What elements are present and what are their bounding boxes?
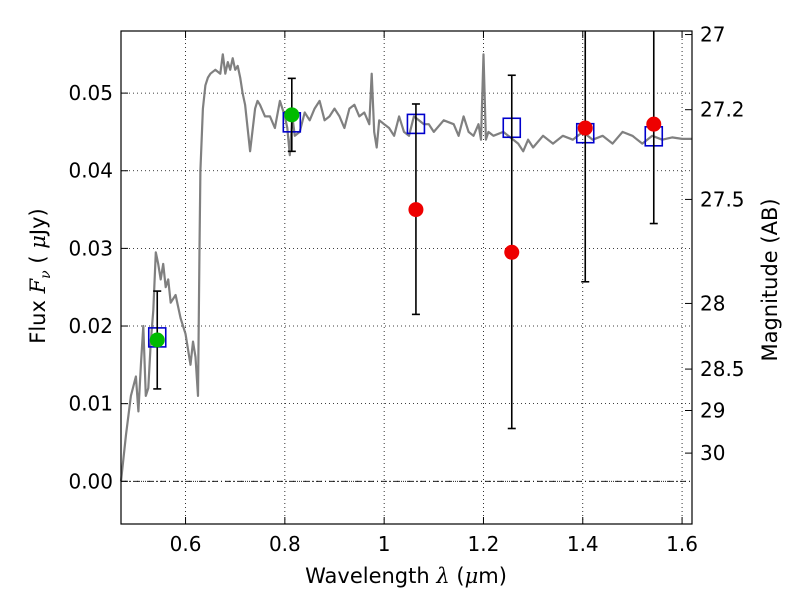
- y-tick-label: 0.04: [68, 159, 113, 183]
- spectrum-line: [119, 53, 692, 482]
- x-tick-label: 1.2: [468, 532, 500, 556]
- mag-tick-label: 27: [700, 23, 725, 47]
- observed-point: [646, 116, 662, 132]
- mag-tick-label: 27.2: [700, 98, 745, 122]
- y-tick-label: 0.01: [68, 392, 113, 416]
- y-tick-label: 0.05: [68, 81, 113, 105]
- axis-ticks: 0.6 0.8 1 1.2 1.4 1.6 0.00 0.01 0.02 0.03 0.04 0.05…: [68, 23, 744, 556]
- observed-point: [504, 244, 520, 260]
- observed-point: [577, 120, 593, 136]
- mag-tick-label: 28: [700, 291, 725, 315]
- observed-point: [284, 107, 300, 123]
- mag-tick-label: 28.5: [700, 357, 745, 381]
- mag-tick-label: 29: [700, 398, 725, 422]
- plot-frame: [120, 30, 693, 525]
- right-axis-label: Magnitude (AB): [758, 198, 782, 361]
- y-tick-label: 0.03: [68, 236, 113, 260]
- mag-tick-label: 27.5: [700, 187, 745, 211]
- x-tick-label: 0.6: [170, 532, 202, 556]
- y-axis-label: Flux Fν ( μJy): [26, 208, 54, 344]
- observed-point: [149, 332, 165, 348]
- observed-photometry: [149, 31, 662, 430]
- y-tick-label: 0.02: [68, 314, 113, 338]
- mag-tick-label: 30: [700, 441, 725, 465]
- x-tick-label: 1.6: [666, 532, 698, 556]
- x-tick-label: 0.8: [269, 532, 301, 556]
- x-tick-label: 1: [378, 532, 391, 556]
- x-axis-label: Wavelength λ (μm): [305, 564, 507, 588]
- y-tick-label: 0.00: [68, 469, 113, 493]
- observed-point: [408, 202, 424, 218]
- x-tick-label: 1.4: [567, 532, 599, 556]
- model-spectrum: [119, 53, 692, 482]
